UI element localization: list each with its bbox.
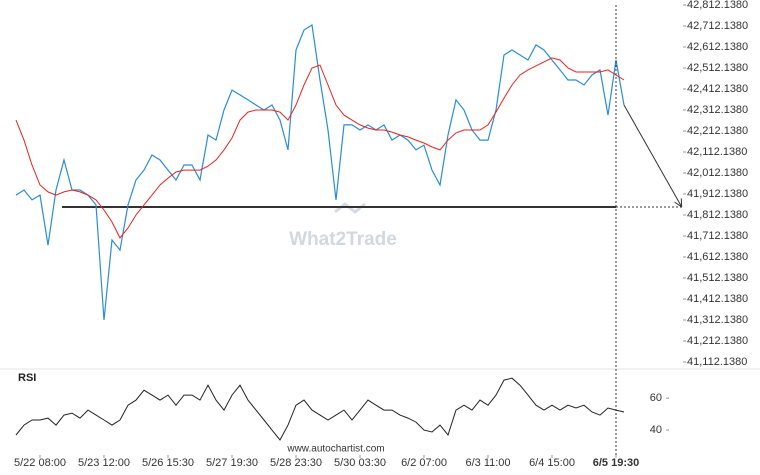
x-tick-label: 6/2 07:00 xyxy=(401,457,447,469)
x-tick-label: 6/5 19:30 xyxy=(593,457,639,469)
x-tick-label: 6/4 15:00 xyxy=(529,457,575,469)
rsi-title: RSI xyxy=(18,372,36,384)
y-tick-label: 42,212.1380 xyxy=(687,125,748,137)
y-tick-label: 42,612.1380 xyxy=(687,41,748,53)
y-tick-label: 42,312.1380 xyxy=(687,104,748,116)
series-line xyxy=(15,377,625,441)
series-line xyxy=(15,57,625,239)
x-tick-label: 5/26 15:30 xyxy=(142,457,194,469)
y-tick-label: 42,112.1380 xyxy=(687,146,747,158)
y-tick-label: 42,512.1380 xyxy=(687,62,748,74)
y-tick-label: 60 xyxy=(650,392,662,404)
y-tick-label: 41,212.1380 xyxy=(687,335,748,347)
source: www.autochartist.com xyxy=(286,444,384,455)
y-tick-label: 41,312.1380 xyxy=(687,314,748,326)
y-tick-label: 41,512.1380 xyxy=(687,272,748,284)
forecast-arrow xyxy=(623,104,681,206)
watermark: What2Trade xyxy=(289,229,397,250)
y-tick-label: 42,412.1380 xyxy=(687,83,748,95)
x-tick-label: 6/3 11:00 xyxy=(465,457,510,469)
series-line xyxy=(15,24,625,321)
x-tick-label: 5/30 03:30 xyxy=(334,457,386,469)
y-tick-label: 41,612.1380 xyxy=(687,251,748,263)
x-tick-label: 5/23 12:00 xyxy=(78,457,130,469)
x-tick-label: 5/28 23:30 xyxy=(270,457,322,469)
y-tick-label: 42,712.1380 xyxy=(687,20,748,32)
y-tick-label: 41,712.1380 xyxy=(687,230,748,242)
y-tick-label: 41,812.1380 xyxy=(687,209,748,221)
y-tick-label: 41,912.1380 xyxy=(687,188,748,200)
y-tick-label: 42,812.1380 xyxy=(687,0,748,11)
x-tick-label: 5/22 08:00 xyxy=(14,457,66,469)
watermark-group: What2Trade xyxy=(289,202,397,250)
y-tick-label: 41,412.1380 xyxy=(687,293,748,305)
y-tick-label: 41,112.1380 xyxy=(687,356,747,368)
y-tick-label: 42,012.1380 xyxy=(687,167,748,179)
x-tick-label: 5/27 19:30 xyxy=(206,457,258,469)
y-tick-label: 40 xyxy=(650,424,662,436)
